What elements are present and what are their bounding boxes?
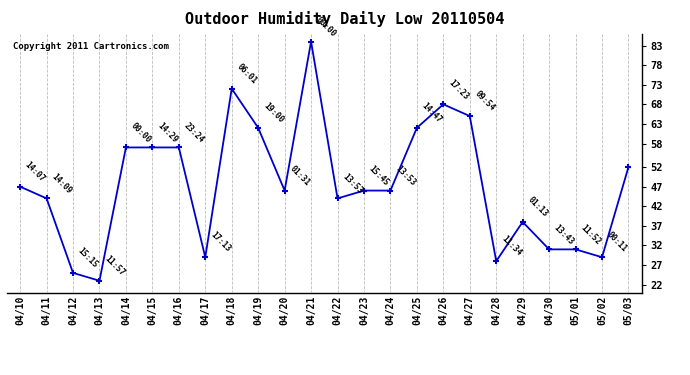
Text: 17:13: 17:13 — [208, 231, 232, 254]
Text: 13:43: 13:43 — [552, 223, 576, 246]
Text: 01:31: 01:31 — [288, 164, 311, 188]
Text: 14:47: 14:47 — [420, 101, 444, 125]
Text: 17:23: 17:23 — [446, 78, 470, 101]
Text: 14:29: 14:29 — [155, 121, 179, 144]
Text: 01:13: 01:13 — [526, 195, 549, 219]
Text: 00:00: 00:00 — [314, 15, 338, 39]
Text: 06:01: 06:01 — [235, 62, 259, 86]
Text: 14:09: 14:09 — [50, 172, 73, 195]
Text: 15:45: 15:45 — [367, 164, 391, 188]
Text: 09:54: 09:54 — [473, 89, 497, 113]
Text: 11:52: 11:52 — [579, 223, 602, 246]
Text: 11:34: 11:34 — [500, 234, 523, 258]
Text: Outdoor Humidity Daily Low 20110504: Outdoor Humidity Daily Low 20110504 — [186, 11, 504, 27]
Text: 15:15: 15:15 — [76, 246, 100, 270]
Text: Copyright 2011 Cartronics.com: Copyright 2011 Cartronics.com — [13, 42, 169, 51]
Text: 11:57: 11:57 — [103, 254, 126, 278]
Text: 19:00: 19:00 — [262, 101, 285, 125]
Text: 13:53: 13:53 — [341, 172, 364, 195]
Text: 00:11: 00:11 — [605, 231, 629, 254]
Text: 13:53: 13:53 — [393, 164, 417, 188]
Text: 23:24: 23:24 — [182, 121, 206, 144]
Text: 14:07: 14:07 — [23, 160, 47, 183]
Text: 00:00: 00:00 — [129, 121, 152, 144]
